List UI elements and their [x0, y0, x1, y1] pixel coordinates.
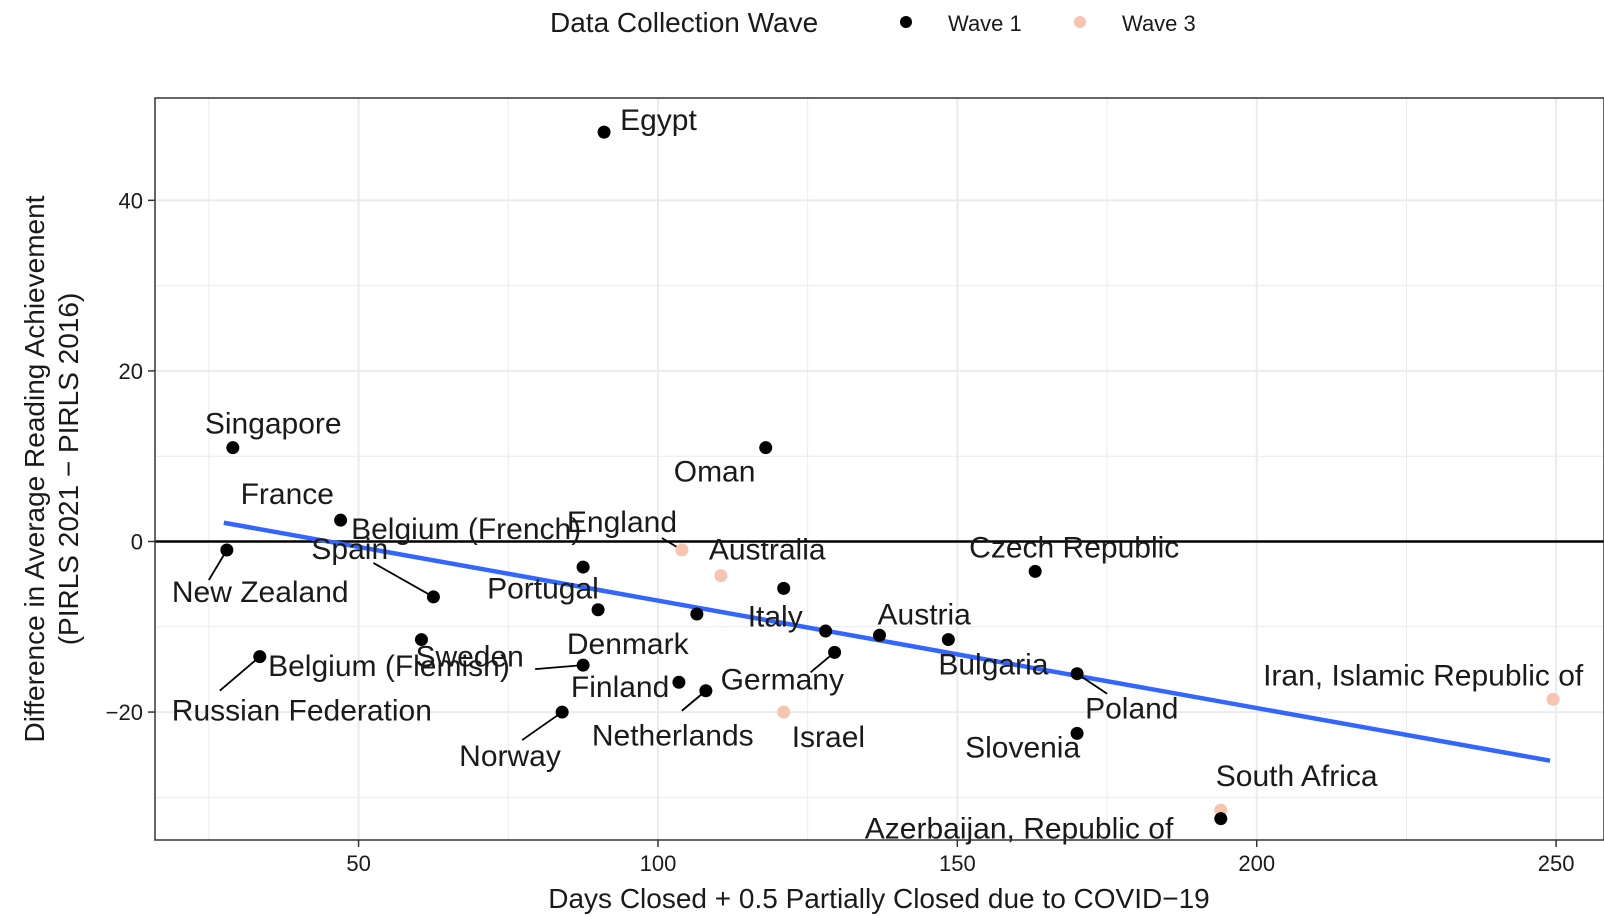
label-bulgaria: Bulgaria	[938, 649, 1048, 682]
label-austria: Austria	[878, 598, 972, 631]
label-russian-federation: Russian Federation	[172, 695, 432, 728]
label-new-zealand: New Zealand	[172, 576, 349, 609]
label-poland: Poland	[1085, 693, 1178, 726]
label-slovenia: Slovenia	[965, 731, 1080, 764]
point-slovenia	[1070, 726, 1084, 740]
x-tick-label: 50	[346, 851, 370, 876]
trend-line	[223, 520, 1551, 763]
point-new-zealand	[220, 543, 234, 557]
point-israel	[777, 705, 791, 719]
x-tick-label: 150	[939, 851, 976, 876]
label-france: France	[241, 478, 334, 511]
label-netherlands: Netherlands	[592, 720, 754, 753]
label-oman: Oman	[674, 456, 756, 489]
point-belgium-flemish	[576, 658, 590, 672]
y-tick-label: 40	[119, 188, 143, 213]
label-sweden: Sweden	[415, 641, 523, 674]
point-norway	[555, 705, 569, 719]
label-portugal: Portugal	[487, 573, 599, 606]
x-tick-label: 250	[1538, 851, 1575, 876]
label-germany: Germany	[721, 663, 844, 696]
y-axis-title-line-1: Difference in Average Reading Achievemen…	[19, 195, 50, 742]
x-tick-label: 200	[1238, 851, 1275, 876]
point-poland	[1070, 667, 1084, 681]
label-england: England	[567, 506, 677, 539]
point-france	[334, 513, 348, 527]
point-denmark	[690, 607, 704, 621]
label-iran-islamic-republic-of: Iran, Islamic Republic of	[1263, 659, 1584, 692]
x-axis: 50 100 150 200 250	[346, 840, 1574, 876]
x-tick-label: 100	[640, 851, 677, 876]
point-azerbaijan-republic-of	[1214, 812, 1228, 826]
point-oman	[759, 441, 773, 455]
point-spain	[426, 590, 440, 604]
point-singapore	[226, 441, 240, 455]
label-south-africa: South Africa	[1216, 760, 1378, 793]
point-egypt	[597, 125, 611, 139]
point-netherlands	[699, 684, 713, 698]
label-denmark: Denmark	[567, 628, 690, 661]
panel-background	[155, 98, 1604, 840]
point-russian-federation	[253, 650, 267, 664]
label-belgium-french: Belgium (French)	[351, 513, 581, 546]
legend-title: Data Collection Wave	[550, 7, 818, 38]
point-germany	[828, 645, 842, 659]
x-axis-title: Days Closed + 0.5 Partially Closed due t…	[548, 883, 1209, 914]
legend-marker-wave-3	[1074, 16, 1086, 28]
label-israel: Israel	[792, 721, 865, 754]
label-australia: Australia	[709, 534, 826, 567]
y-axis: −20 0 20 40	[106, 188, 155, 725]
point-finland	[672, 675, 686, 689]
point-austria	[873, 628, 886, 642]
label-finland: Finland	[571, 671, 669, 704]
y-tick-label: 0	[131, 529, 143, 554]
legend: Data Collection Wave Wave 1 Wave 3	[550, 7, 1196, 38]
label-egypt: Egypt	[620, 104, 697, 137]
point-australia	[714, 569, 728, 583]
data-points	[220, 125, 1560, 826]
leader-line-belgium-flemish	[535, 664, 584, 671]
point-portugal	[591, 603, 605, 617]
y-tick-label: −20	[106, 700, 143, 725]
legend-marker-wave-1	[900, 16, 912, 28]
legend-label-wave-1: Wave 1	[948, 11, 1022, 36]
y-axis-title: Difference in Average Reading Achievemen…	[19, 195, 84, 742]
label-czech-republic: Czech Republic	[969, 531, 1179, 564]
label-norway: Norway	[459, 740, 561, 773]
label-spain: Spain	[311, 533, 388, 566]
trend-line-group	[223, 520, 1551, 763]
point-belgium-french	[576, 560, 590, 574]
label-belgium-flemish: Belgium (Flemish)	[268, 650, 510, 683]
leader-line-russian-federation	[219, 655, 261, 692]
leader-line-spain	[372, 562, 434, 598]
point-sweden	[414, 633, 428, 647]
panel-border	[154, 97, 1604, 841]
label-italy: Italy	[748, 600, 803, 633]
point-bulgaria	[941, 633, 955, 647]
point-iran-islamic-republic-of	[1546, 692, 1560, 706]
point-italy	[777, 581, 791, 595]
leader-line-norway	[521, 711, 563, 741]
y-axis-title-line-2: (PIRLS 2021 − PIRLS 2016)	[53, 293, 84, 646]
point-labels: Egypt Singapore Oman France New Zealand Engla…	[172, 104, 1584, 846]
label-singapore: Singapore	[205, 408, 342, 441]
y-tick-label: 20	[119, 359, 143, 384]
point-england	[675, 543, 689, 557]
point-czech-republic	[1028, 564, 1042, 578]
point-unlabeled	[819, 624, 833, 638]
legend-label-wave-3: Wave 3	[1122, 11, 1196, 36]
plot-panel: Egypt Singapore Oman France New Zealand Engla…	[154, 97, 1604, 846]
